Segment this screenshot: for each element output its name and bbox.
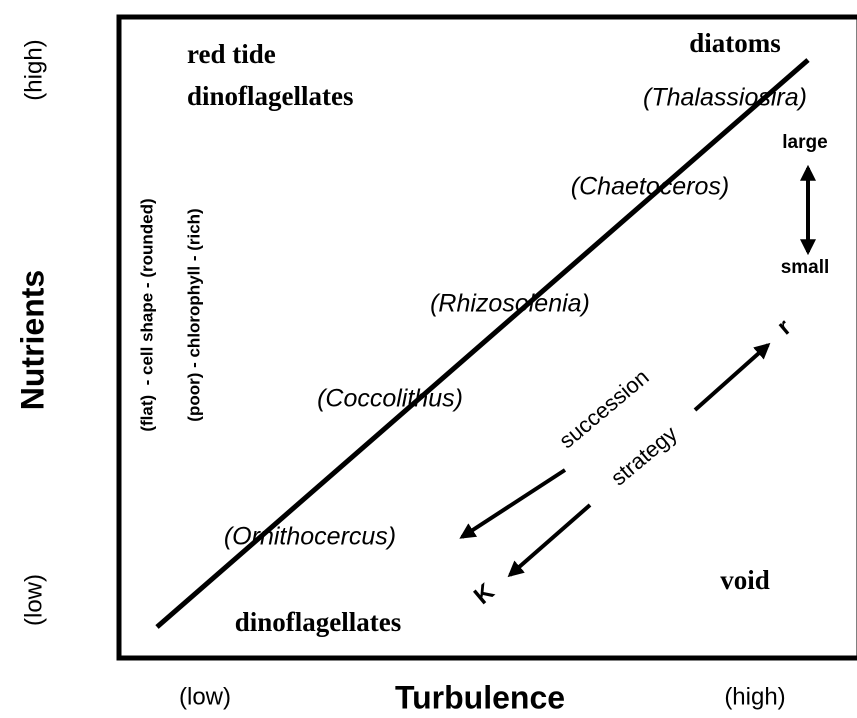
genus-label: (Coccolithus) [317, 385, 463, 413]
y-low: (low) [20, 574, 47, 626]
region-label: diatoms [689, 28, 781, 58]
region-label: dinoflagellates [235, 607, 402, 637]
succession-arrow [459, 468, 567, 539]
gradient-label: (poor) - chlorophyll - (rich) [184, 208, 203, 421]
x-low: (low) [179, 683, 231, 710]
arrow-label: succession [554, 364, 653, 453]
strategy-arrow [693, 342, 771, 412]
size-label: small [781, 257, 830, 278]
genus-label: (Chaetoceros) [571, 173, 729, 201]
frame [116, 14, 857, 661]
x-high: (high) [724, 683, 785, 710]
genus-label: (Rhizosolenia) [430, 290, 590, 318]
y-high: (high) [20, 39, 47, 100]
size-label: large [782, 132, 827, 153]
arrow-label: r [772, 314, 797, 341]
arrow-label: K [469, 578, 500, 610]
y-label: Nutrients [14, 270, 50, 410]
x-label: Turbulence [395, 679, 565, 715]
genus-label: (Ornithocercus) [224, 523, 396, 551]
region-label: dinoflagellates [187, 81, 354, 111]
gradient-label: (flat) - cell shape - (rounded) [137, 198, 156, 431]
region-label: red tide [187, 39, 276, 69]
diagonal [155, 58, 810, 629]
arrow-label: strategy [606, 421, 682, 490]
strategy-arrow [507, 503, 592, 578]
region-label: void [720, 565, 770, 595]
genus-label: (Thalassiosira) [643, 84, 807, 112]
